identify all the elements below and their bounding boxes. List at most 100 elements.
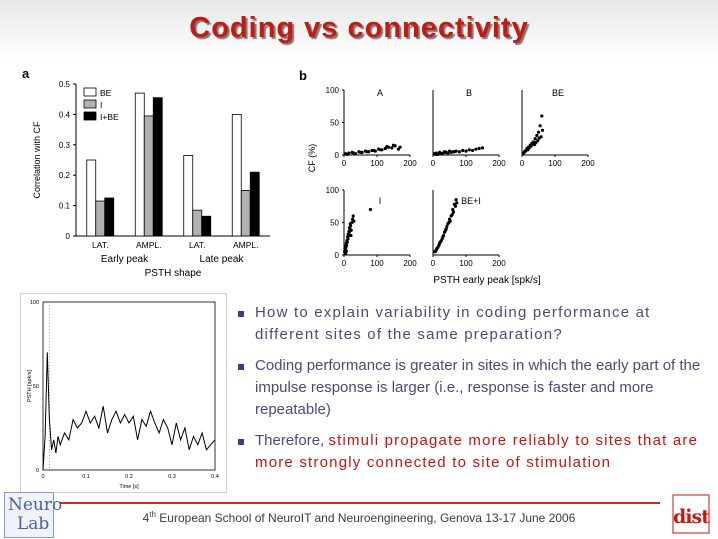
x-tick-label: 100 (370, 259, 384, 268)
panel-a-figure: a 0 0.1 0.2 0.3 0.4 0.5 Correlation with CF LAT… (20, 58, 275, 286)
scatter-point (535, 133, 539, 138)
panel-b-label: b (299, 68, 307, 83)
y-tick-label: 50 (33, 384, 39, 390)
bullet-square-icon (238, 364, 244, 370)
scatter-point (351, 214, 355, 218)
scatter-point (443, 228, 448, 232)
bar (104, 197, 115, 237)
scatter-point (358, 150, 363, 154)
scatter-point (390, 146, 394, 150)
x-tick-label: 0.4 (211, 474, 219, 480)
x-axis-label: PSTH early peak [spk/s] (433, 275, 540, 286)
scatter-point (346, 232, 350, 236)
scatter-point (344, 241, 348, 245)
panel-b-figure: b A 0 100 200 0 50 100 B 0 100 200 BE 0 100 200 I 0 100 20… (297, 58, 715, 286)
bullet-text: How to explain variability in coding per… (255, 304, 651, 343)
scatter-point (538, 124, 542, 128)
subplot-title: BE+I (461, 196, 481, 206)
legend-swatch (83, 111, 97, 121)
bar (95, 200, 106, 237)
scatter-point (438, 240, 442, 244)
scatter-point (378, 148, 382, 152)
legend-swatch (83, 99, 97, 109)
scatter-point (348, 222, 352, 226)
scatter-point (435, 246, 439, 251)
bar (152, 97, 163, 237)
scatter-point (536, 139, 540, 143)
slide-title: Coding vs connectivity (189, 12, 529, 44)
scatter-point (438, 152, 442, 156)
scatter-point (464, 149, 468, 153)
x-tick-label: 0 (520, 159, 525, 168)
scatter-point (434, 152, 438, 156)
x-tick-label: 0.2 (125, 474, 133, 480)
scatter-point (455, 201, 459, 205)
scatter-point (533, 137, 537, 141)
x-tick-label: 100 (370, 159, 384, 168)
scatter-point (467, 148, 471, 152)
scatter-point (352, 151, 356, 155)
bar (231, 114, 242, 237)
scatter-point (344, 249, 348, 253)
scatter-point (344, 244, 348, 248)
y-tick-label: 0 (335, 251, 340, 260)
x-axis-label: Time [s] (119, 484, 139, 490)
x-tick-label: AMPL. (136, 240, 162, 250)
bullet-square-icon (238, 311, 244, 317)
scatter-point (345, 152, 349, 156)
bar (86, 159, 97, 237)
footer-text: 4th European School of NeuroIT and Neuro… (0, 510, 718, 525)
x-tick-label: 0 (431, 259, 436, 268)
y-tick-label: 100 (326, 186, 340, 195)
group-label: Early peak (101, 254, 149, 265)
scatter-point (352, 219, 356, 223)
x-tick-label: 0 (41, 474, 44, 480)
x-tick-label: 100 (459, 159, 473, 168)
x-tick-label: 200 (492, 159, 506, 168)
bar (143, 115, 154, 237)
y-tick-label: 0 (66, 232, 71, 241)
scatter-point (448, 219, 452, 223)
legend-swatch (83, 87, 97, 97)
cf-scatter-grid: b A 0 100 200 0 50 100 B 0 100 200 BE 0 100 200 I 0 100 20… (299, 68, 595, 286)
legend-entry: BE (100, 88, 112, 98)
scatter-point (461, 148, 465, 153)
y-tick-label: 0.5 (59, 80, 71, 89)
scatter-point (346, 235, 350, 239)
scatter-point (471, 148, 475, 153)
bullet-item: How to explain variability in coding per… (238, 302, 708, 346)
scatter-point (474, 147, 478, 151)
subplot-title: B (466, 88, 472, 98)
correlation-bar-chart: a 0 0.1 0.2 0.3 0.4 0.5 Correlation with CF LAT… (22, 66, 270, 279)
scatter-point (528, 144, 532, 149)
scatter-point (368, 207, 372, 212)
x-tick-label: 200 (492, 259, 506, 268)
psth-line-chart: 0 50 100 0 0.1 0.2 0.3 0.4 PSTH [spk/s] Time [s] (27, 300, 219, 490)
bar (183, 155, 194, 237)
plot-frame (42, 301, 216, 471)
scatter-point (451, 210, 456, 214)
x-tick-label: AMPL. (233, 240, 259, 250)
scatter-point (530, 142, 535, 146)
bar (134, 92, 145, 237)
x-tick-label: 100 (459, 259, 473, 268)
bullet-item: Therefore, stimuli propagate more reliab… (238, 430, 708, 474)
scatter-point (443, 150, 448, 154)
y-tick-label: 0 (36, 468, 39, 474)
logo-line-1: Neuro (8, 495, 63, 515)
scatter-point (536, 130, 541, 134)
scatter-point (441, 233, 446, 238)
scatter-point (391, 143, 396, 147)
x-tick-label: 100 (548, 159, 562, 168)
logo-line-2: Lab (17, 514, 50, 534)
scatter-point (450, 213, 454, 217)
scatter-point (385, 144, 389, 149)
x-tick-label: LAT. (189, 240, 205, 250)
scatter-point (365, 150, 369, 154)
scatter-point (445, 224, 449, 228)
scatter-point (347, 230, 351, 234)
scatter-point (534, 141, 538, 145)
bar (201, 215, 212, 237)
logo-right-text: dist (673, 506, 710, 528)
bullet-highlight: stimuli propagate more reliably to sites… (255, 432, 699, 471)
